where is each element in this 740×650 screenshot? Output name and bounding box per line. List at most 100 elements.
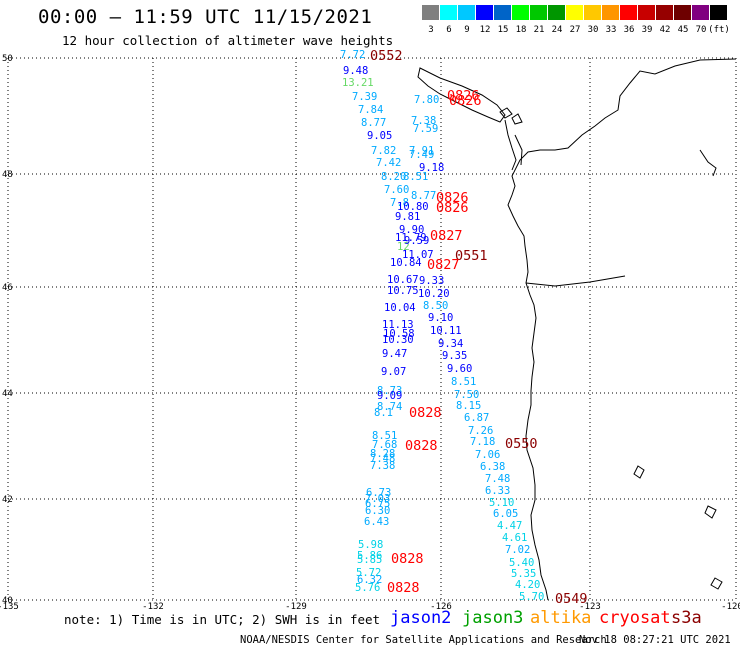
wave-height-reading: 8.1: [374, 407, 393, 419]
wave-height-reading: 7.06: [475, 449, 501, 461]
wave-height-reading: 10.75: [387, 285, 419, 297]
lat-lon-grid: [7, 57, 737, 601]
wave-height-reading: 8.73: [377, 385, 403, 397]
mainland-coastline: [507, 58, 737, 601]
color-swatch: [638, 5, 655, 20]
wave-height-reading: 7.82: [371, 145, 397, 157]
satellite-legend-cryosat: cryosat: [599, 608, 671, 628]
pass-time-label: 0828: [391, 551, 424, 567]
color-swatch: [710, 5, 727, 20]
wave-height-reading: 8.77: [411, 190, 437, 202]
pass-time-label: 0826: [436, 200, 469, 216]
wave-height-reading: 10.30: [382, 334, 414, 346]
wave-height-reading: 9.47: [382, 348, 408, 360]
wave-height-reading: 7.80: [414, 94, 440, 106]
map-subtitle: 12 hour collection of altimeter wave hei…: [62, 33, 394, 48]
wave-height-reading: 7.49: [409, 149, 435, 161]
color-swatch: [512, 5, 529, 20]
wave-height-reading: 7.02: [505, 544, 531, 556]
color-scale-label: 12: [479, 25, 491, 35]
wave-height-reading: 10.04: [384, 302, 416, 314]
satellite-legend-s3a: s3a: [671, 608, 702, 628]
wave-height-reading: 11.13: [382, 319, 414, 331]
color-scale-label: 15: [497, 25, 509, 35]
wave-height-reading: 9.35: [442, 350, 468, 362]
wave-height-reading: 6.33: [485, 485, 511, 497]
wave-height-reading: 6.32: [357, 574, 383, 586]
color-scale-label: 70: [695, 25, 707, 35]
wave-height-reading: 8.50: [423, 300, 449, 312]
color-swatch: [476, 5, 493, 20]
coastline: [417, 58, 737, 601]
wave-height-reading: 7.84: [358, 104, 384, 116]
longitude-tick-label: -120: [721, 602, 740, 612]
wave-height-reading: 7.59: [413, 123, 439, 135]
wave-height-reading: 9.33: [419, 275, 445, 287]
latitude-tick-label: 50: [2, 54, 13, 64]
color-swatch: [674, 5, 691, 20]
wave-height-reading: 8.28: [370, 448, 396, 460]
pass-time-label: 0551: [455, 248, 488, 264]
wave-height-reading: 10.80: [397, 201, 429, 213]
wave-height-reading: 11.79: [395, 232, 427, 244]
san-juan-islands: [499, 107, 523, 125]
wave-height-reading: 6.75: [365, 498, 391, 510]
latitude-tick-label: 40: [2, 596, 13, 606]
wave-height-reading: 6.30: [365, 505, 391, 517]
color-swatch: [458, 5, 475, 20]
color-scale-label: 45: [677, 25, 689, 35]
color-swatch: [440, 5, 457, 20]
wave-height-reading: 7.39: [352, 91, 378, 103]
color-scale-label: 21: [533, 25, 545, 35]
wave-height-reading: 8.51: [451, 376, 477, 388]
wave-height-reading: 7.48: [370, 453, 396, 465]
wave-height-reading: 9.59: [404, 235, 430, 247]
wave-height-reading: 7.48: [485, 473, 511, 485]
longitude-tick-label: -126: [430, 602, 452, 612]
satellite-legend-jason2: jason2: [390, 608, 452, 628]
latitude-tick-label: 44: [2, 389, 13, 399]
color-scale-label: 18: [515, 25, 527, 35]
longitude-tick-label: -129: [285, 602, 307, 612]
wave-height-reading: 5.40: [509, 557, 535, 569]
color-scale-label: 30: [587, 25, 599, 35]
wave-height-reading: 8.77: [361, 117, 387, 129]
wave-height-reading: 10.84: [390, 257, 422, 269]
wave-height-reading: 9.34: [438, 338, 464, 350]
wave-height-reading: 5.85: [357, 554, 383, 566]
pass-time-label: 0828: [405, 438, 438, 454]
wave-height-reading: 9.10: [428, 312, 454, 324]
color-scale-label: 3: [428, 25, 434, 35]
puget-sound: [504, 119, 523, 171]
pass-time-label: 0826: [436, 190, 469, 206]
pass-time-label: 0827: [427, 257, 460, 273]
color-scale-label: (ft): [708, 25, 730, 35]
wave-height-reading: 12: [397, 241, 410, 253]
color-swatch: [602, 5, 619, 20]
wave-height-reading: 4.20: [515, 579, 541, 591]
wave-height-reading: 9.60: [447, 363, 473, 375]
wave-height-reading: 9.48: [343, 65, 369, 77]
columbia-river: [525, 275, 626, 287]
longitude-tick-label: -123: [579, 602, 601, 612]
wave-height-reading: 9.09: [377, 390, 403, 402]
pass-time-label: 0826: [447, 88, 480, 104]
color-scale-label: 24: [551, 25, 563, 35]
wave-height-reading: 7.26: [468, 425, 494, 437]
pass-time-label: 0826: [449, 93, 482, 109]
wave-height-reading: 7.18: [470, 436, 496, 448]
wave-height-reading: 7.91: [409, 145, 435, 157]
wave-height-reading: 8.20: [381, 171, 407, 183]
small-lake-1: [633, 465, 645, 479]
wave-height-reading: 7.72: [340, 49, 366, 61]
wave-height-reading: 7.68: [372, 439, 398, 451]
wave-height-reading: 11.07: [402, 249, 434, 261]
wave-height-reading: 6.73: [366, 487, 392, 499]
color-scale-label: 6: [446, 25, 452, 35]
wave-height-reading: 4.61: [502, 532, 528, 544]
reservoir-shape: [699, 149, 717, 177]
wave-height-reading: 10.11: [430, 325, 462, 337]
color-swatch: [530, 5, 547, 20]
pass-time-label: 0828: [409, 405, 442, 421]
